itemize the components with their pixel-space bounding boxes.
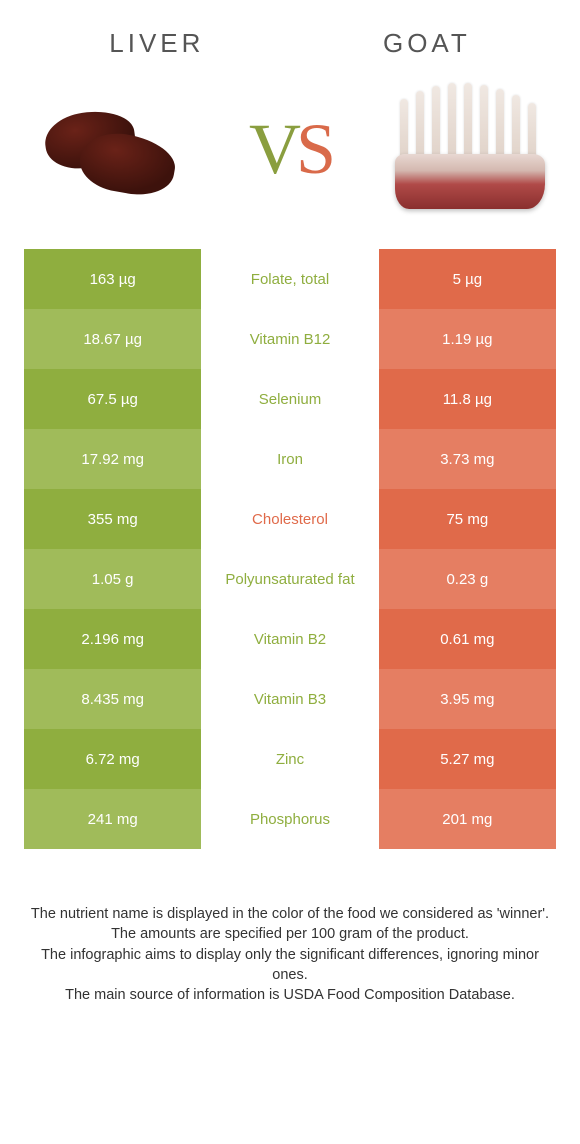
table-row: 355 mgCholesterol75 mg — [24, 489, 556, 549]
footer-line: The infographic aims to display only the… — [30, 945, 550, 986]
comparison-table: 163 µgFolate, total5 µg18.67 µgVitamin B… — [24, 249, 556, 849]
nutrient-label: Zinc — [201, 729, 378, 789]
rib-icon — [480, 85, 488, 161]
table-row: 241 mgPhosphorus201 mg — [24, 789, 556, 849]
right-value: 0.61 mg — [379, 609, 556, 669]
liver-image — [30, 84, 190, 214]
table-row: 67.5 µgSelenium11.8 µg — [24, 369, 556, 429]
footer-line: The main source of information is USDA F… — [30, 985, 550, 1005]
left-value: 8.435 mg — [24, 669, 201, 729]
footer-line: The nutrient name is displayed in the co… — [30, 904, 550, 924]
right-value: 3.95 mg — [379, 669, 556, 729]
nutrient-label: Polyunsaturated fat — [201, 549, 378, 609]
table-row: 17.92 mgIron3.73 mg — [24, 429, 556, 489]
right-value: 11.8 µg — [379, 369, 556, 429]
right-value: 75 mg — [379, 489, 556, 549]
goat-meat-icon — [395, 154, 545, 209]
right-value: 201 mg — [379, 789, 556, 849]
right-value: 5 µg — [379, 249, 556, 309]
images-row: VS — [0, 69, 580, 249]
left-value: 355 mg — [24, 489, 201, 549]
nutrient-label: Vitamin B3 — [201, 669, 378, 729]
nutrient-label: Vitamin B12 — [201, 309, 378, 369]
rib-icon — [432, 86, 440, 161]
table-row: 163 µgFolate, total5 µg — [24, 249, 556, 309]
vs-s: S — [296, 109, 331, 189]
rib-icon — [464, 83, 472, 161]
right-value: 3.73 mg — [379, 429, 556, 489]
left-value: 67.5 µg — [24, 369, 201, 429]
right-food-title: GOAT — [383, 28, 471, 59]
right-value: 1.19 µg — [379, 309, 556, 369]
left-value: 6.72 mg — [24, 729, 201, 789]
left-food-title: LIVER — [109, 28, 204, 59]
table-row: 6.72 mgZinc5.27 mg — [24, 729, 556, 789]
left-value: 163 µg — [24, 249, 201, 309]
rib-icon — [448, 83, 456, 161]
left-value: 241 mg — [24, 789, 201, 849]
nutrient-label: Selenium — [201, 369, 378, 429]
nutrient-label: Iron — [201, 429, 378, 489]
nutrient-label: Cholesterol — [201, 489, 378, 549]
footer-line: The amounts are specified per 100 gram o… — [30, 924, 550, 944]
left-value: 18.67 µg — [24, 309, 201, 369]
left-value: 1.05 g — [24, 549, 201, 609]
table-row: 8.435 mgVitamin B33.95 mg — [24, 669, 556, 729]
left-value: 2.196 mg — [24, 609, 201, 669]
table-row: 2.196 mgVitamin B20.61 mg — [24, 609, 556, 669]
footer-notes: The nutrient name is displayed in the co… — [0, 849, 580, 1025]
nutrient-label: Phosphorus — [201, 789, 378, 849]
vs-v: V — [249, 109, 296, 189]
rib-icon — [528, 103, 536, 161]
rib-icon — [400, 99, 408, 161]
rib-icon — [512, 95, 520, 161]
liver-icon — [40, 107, 180, 192]
right-value: 5.27 mg — [379, 729, 556, 789]
rib-icon — [496, 89, 504, 161]
table-row: 1.05 gPolyunsaturated fat0.23 g — [24, 549, 556, 609]
goat-icon — [392, 89, 547, 209]
vs-label: VS — [249, 108, 331, 191]
right-value: 0.23 g — [379, 549, 556, 609]
nutrient-label: Vitamin B2 — [201, 609, 378, 669]
header: LIVER GOAT — [0, 0, 580, 69]
left-value: 17.92 mg — [24, 429, 201, 489]
goat-image — [390, 84, 550, 214]
rib-icon — [416, 91, 424, 161]
nutrient-label: Folate, total — [201, 249, 378, 309]
table-row: 18.67 µgVitamin B121.19 µg — [24, 309, 556, 369]
